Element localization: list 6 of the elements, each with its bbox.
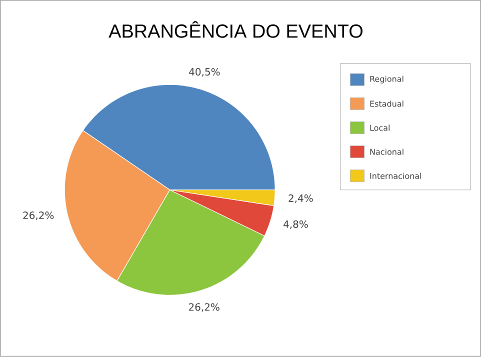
data-label: 40,5%	[189, 68, 220, 77]
data-label: 2,4%	[288, 194, 313, 204]
data-label: 4,8%	[284, 220, 308, 230]
data-label: 26,2%	[188, 303, 220, 312]
chart-title: ABRANGÊNCIA DO EVENTO	[108, 21, 362, 38]
data-label: 26,2%	[23, 212, 54, 220]
